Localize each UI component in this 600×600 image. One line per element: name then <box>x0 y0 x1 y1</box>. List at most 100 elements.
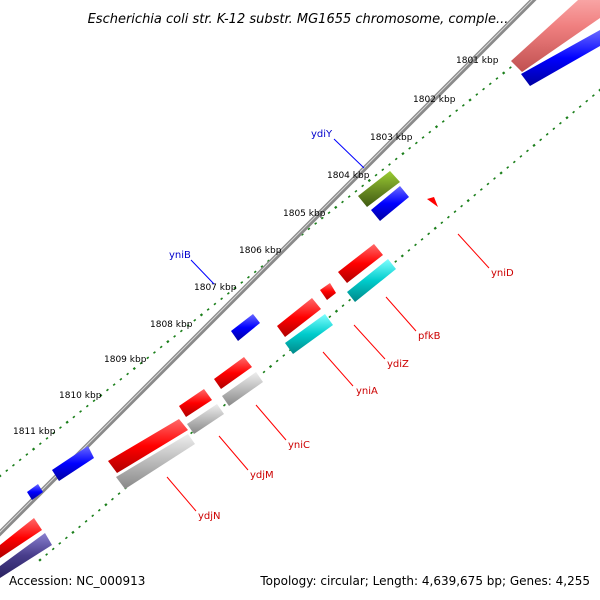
gene-bar-blue[interactable] <box>521 30 600 86</box>
gene-label-ydiZ[interactable]: ydiZ <box>387 359 409 370</box>
gene-bar-gray[interactable] <box>116 434 195 489</box>
gene-label-ydiY[interactable]: ydiY <box>311 129 333 140</box>
label-connector <box>255 404 287 441</box>
track-dot <box>585 99 589 103</box>
track-dot <box>79 410 82 413</box>
track-dot <box>394 157 398 161</box>
track-dot <box>314 222 318 225</box>
track-dot <box>31 447 36 451</box>
track-dot <box>233 286 237 290</box>
gene-bar-indigo[interactable] <box>0 533 52 578</box>
track-dot <box>78 525 81 529</box>
track-dot <box>12 463 15 467</box>
track-dot <box>468 98 472 102</box>
tick-label: 1807 kbp <box>194 283 237 293</box>
track-dot <box>512 160 516 164</box>
track-dot <box>193 318 197 322</box>
track-dot <box>240 281 244 284</box>
gene-bar-cyan[interactable] <box>285 314 333 354</box>
track-dot <box>222 403 226 407</box>
track-dot <box>440 221 444 225</box>
track-dot <box>327 211 331 215</box>
track-dot <box>545 132 549 136</box>
track-dot <box>499 171 503 175</box>
track-dot <box>341 200 344 204</box>
gene-bar-yniC[interactable] <box>214 357 252 389</box>
track-dot <box>381 168 385 172</box>
track-dot <box>112 383 116 387</box>
track-dot <box>159 345 163 349</box>
track-dot <box>394 260 398 263</box>
track-dot <box>84 519 88 523</box>
tick-label: 1803 kbp <box>370 133 413 143</box>
track-dot <box>117 492 121 496</box>
gene-bar-pfkB[interactable] <box>338 244 383 283</box>
track-dot <box>446 215 450 219</box>
tick-label: 1804 kbp <box>327 171 370 181</box>
track-dot <box>179 329 183 333</box>
outer-tick-track <box>0 1 593 478</box>
track-dot <box>407 249 411 252</box>
track-dot <box>334 309 339 313</box>
gene-bar-yniA[interactable] <box>277 298 321 337</box>
track-dot <box>475 93 479 96</box>
label-connector <box>166 476 197 512</box>
track-dot <box>186 324 190 327</box>
track-dot <box>282 354 286 357</box>
track-dot <box>268 364 273 369</box>
track-dot <box>519 155 523 158</box>
gene-bar-blue[interactable] <box>27 484 43 500</box>
track-dot <box>38 442 42 446</box>
track-dot <box>448 114 452 118</box>
gene-label-ydjN[interactable]: ydjN <box>198 511 221 522</box>
track-dot <box>59 426 62 430</box>
track-dot <box>401 152 405 156</box>
track-dot <box>307 227 311 231</box>
track-dot <box>591 94 595 98</box>
track-dot <box>51 547 55 551</box>
track-dot <box>328 315 332 319</box>
gene-bar-ydjN[interactable] <box>108 419 188 473</box>
track-dot <box>433 226 437 230</box>
track-dot <box>420 237 424 241</box>
track-dot <box>482 87 485 91</box>
track-dot <box>502 71 506 75</box>
track-dot <box>220 297 224 301</box>
track-dot <box>495 77 499 80</box>
gene-bar-ydjM[interactable] <box>179 389 212 417</box>
track-dot <box>334 205 338 209</box>
track-dot <box>38 558 42 562</box>
gene-label-yniC[interactable]: yniC <box>288 440 310 451</box>
label-connector <box>190 259 215 285</box>
gene-bar-gray[interactable] <box>222 372 263 406</box>
track-dot <box>434 125 439 129</box>
gene-label-yniA[interactable]: yniA <box>356 386 378 397</box>
gene-bar-red[interactable] <box>0 518 42 558</box>
gene-label-yniB[interactable]: yniB <box>169 250 191 261</box>
gene-arrow-yniD[interactable] <box>427 197 438 207</box>
track-dot <box>354 189 358 193</box>
gene-bar-blue[interactable] <box>52 446 94 481</box>
track-dot <box>320 216 324 220</box>
track-dot <box>92 399 96 403</box>
gene-bar-ydiZ[interactable] <box>320 283 336 300</box>
gene-bar-gray[interactable] <box>187 404 224 434</box>
track-dot <box>190 431 193 435</box>
label-connector <box>457 233 490 269</box>
track-dot <box>388 163 391 166</box>
track-dot <box>466 199 470 203</box>
track-dot <box>473 193 477 197</box>
gene-bar-ydiY[interactable] <box>358 171 400 207</box>
gene-bar-blue[interactable] <box>371 186 409 221</box>
track-dot <box>139 361 143 365</box>
gene-bar-pink[interactable] <box>511 0 600 72</box>
gene-bar-yniB[interactable] <box>231 314 260 341</box>
gene-label-yniD[interactable]: yniD <box>491 268 514 279</box>
track-dot <box>253 270 257 274</box>
gene-label-pfkB[interactable]: pfkB <box>418 331 441 342</box>
track-dot <box>374 173 378 177</box>
gene-label-ydjM[interactable]: ydjM <box>250 470 274 481</box>
gene-bar-cyan[interactable] <box>347 259 396 302</box>
track-dot <box>146 356 150 360</box>
track-dot <box>85 404 89 408</box>
